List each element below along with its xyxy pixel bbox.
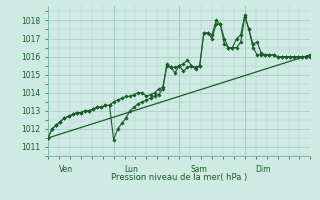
Text: Lun: Lun (124, 165, 139, 174)
Text: Dim: Dim (256, 165, 271, 174)
Text: Ven: Ven (59, 165, 73, 174)
X-axis label: Pression niveau de la mer( hPa ): Pression niveau de la mer( hPa ) (111, 173, 247, 182)
Text: Sam: Sam (190, 165, 207, 174)
